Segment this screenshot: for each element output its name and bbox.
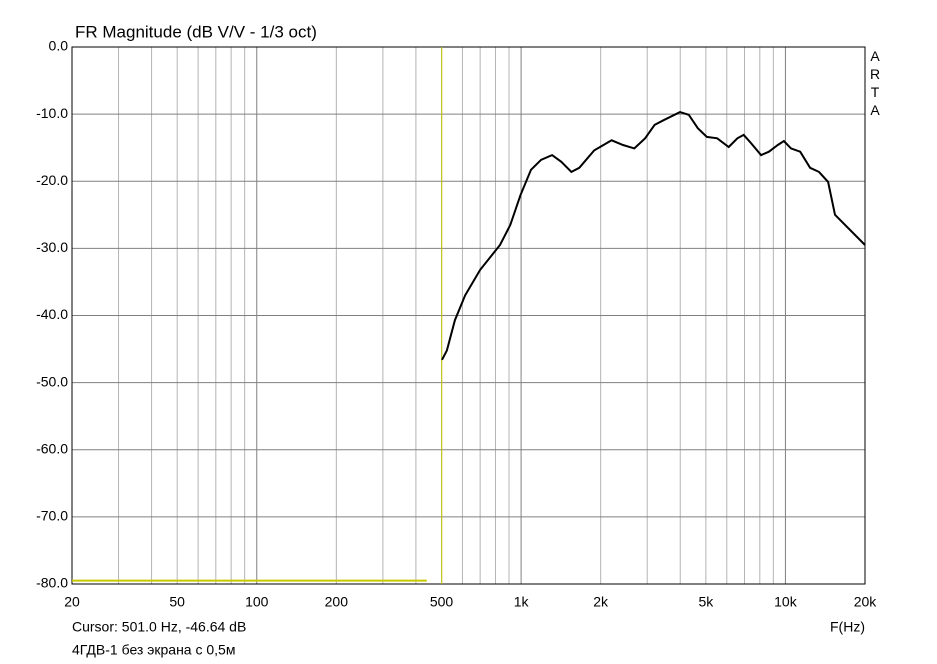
x-tick-label: 1k: [514, 594, 530, 610]
y-tick-label: -80.0: [36, 575, 68, 591]
y-tick-label: -30.0: [36, 239, 68, 255]
y-tick-label: -50.0: [36, 373, 68, 389]
y-tick-label: -60.0: [36, 440, 68, 456]
y-tick-label: 0.0: [49, 38, 69, 54]
x-tick-label: 10k: [774, 594, 798, 610]
x-tick-label: 500: [430, 594, 454, 610]
x-tick-label: 200: [325, 594, 349, 610]
y-tick-label: -40.0: [36, 306, 68, 322]
x-tick-label: 2k: [593, 594, 609, 610]
chart-title: FR Magnitude (dB V/V - 1/3 oct): [75, 22, 317, 41]
y-tick-label: -10.0: [36, 105, 68, 121]
x-axis-label: F(Hz): [830, 619, 865, 635]
plot-frame: [71, 46, 866, 585]
line-series: [441, 111, 866, 361]
footer-note: 4ГДВ-1 без экрана с 0,5м: [72, 642, 235, 658]
x-tick-label: 20k: [854, 594, 878, 610]
y-tick-label: -20.0: [36, 172, 68, 188]
x-tick-label: 50: [169, 594, 185, 610]
x-tick-label: 20: [64, 594, 80, 610]
x-tick-label: 5k: [698, 594, 714, 610]
x-tick-label: 100: [245, 594, 269, 610]
y-tick-label: -70.0: [36, 508, 68, 524]
cursor-readout: Cursor: 501.0 Hz, -46.64 dB: [72, 619, 246, 635]
